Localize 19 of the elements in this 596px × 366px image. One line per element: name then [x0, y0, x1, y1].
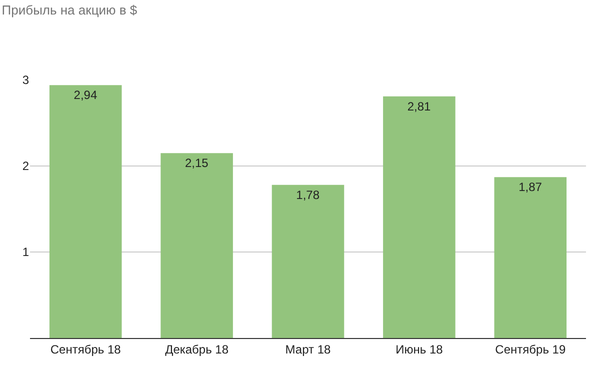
bar	[49, 85, 122, 338]
data-label: 2,81	[407, 99, 432, 114]
bar	[383, 96, 456, 338]
bar	[272, 184, 344, 338]
data-label: 2,15	[184, 156, 209, 170]
chart-title: Прибыль на акцию в $	[2, 2, 138, 18]
x-tick-label: Декабрь 18	[165, 342, 229, 356]
y-tick-label: 2	[22, 159, 30, 174]
data-label: 1,87	[518, 180, 542, 194]
x-tick-label: Март 18	[285, 342, 332, 356]
x-tick-label: Сентябрь 18	[50, 342, 122, 356]
y-tick-label: 1	[22, 245, 30, 260]
data-label: 1,78	[296, 188, 320, 202]
data-label: 2,94	[74, 88, 98, 102]
x-tick-label: Июнь 18	[396, 342, 444, 356]
bar	[494, 177, 567, 338]
y-tick-label: 3	[22, 73, 30, 88]
x-tick-label: Сентябрь 19	[495, 342, 566, 356]
bar	[160, 153, 233, 338]
